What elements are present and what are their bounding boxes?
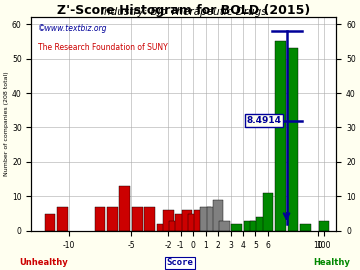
Bar xyxy=(188,214,198,231)
Bar xyxy=(213,200,224,231)
Bar xyxy=(244,221,255,231)
Bar xyxy=(250,221,261,231)
Bar xyxy=(219,221,230,231)
Text: Healthy: Healthy xyxy=(313,258,350,267)
Bar xyxy=(120,186,130,231)
Bar xyxy=(262,193,273,231)
Text: Industry: Bio Therapeutic Drugs: Industry: Bio Therapeutic Drugs xyxy=(101,7,267,17)
Bar xyxy=(163,210,174,231)
Bar xyxy=(207,207,217,231)
Bar xyxy=(57,207,68,231)
Bar xyxy=(231,224,242,231)
Bar xyxy=(157,224,167,231)
Bar xyxy=(132,207,143,231)
Bar xyxy=(319,221,329,231)
Bar xyxy=(256,217,267,231)
Bar xyxy=(144,207,155,231)
Text: 8.4914: 8.4914 xyxy=(247,116,282,125)
Text: Unhealthy: Unhealthy xyxy=(19,258,68,267)
Bar xyxy=(194,210,205,231)
Bar xyxy=(201,207,211,231)
Title: Z'-Score Histogram for BOLD (2015): Z'-Score Histogram for BOLD (2015) xyxy=(57,4,311,17)
Bar xyxy=(169,221,180,231)
Bar xyxy=(300,224,311,231)
Bar xyxy=(182,210,192,231)
Bar xyxy=(275,41,285,231)
Y-axis label: Number of companies (208 total): Number of companies (208 total) xyxy=(4,72,9,176)
Text: Score: Score xyxy=(167,258,193,267)
Bar xyxy=(288,48,298,231)
Bar xyxy=(107,207,118,231)
Text: The Research Foundation of SUNY: The Research Foundation of SUNY xyxy=(37,43,167,52)
Text: ©www.textbiz.org: ©www.textbiz.org xyxy=(37,23,107,33)
Bar xyxy=(95,207,105,231)
Bar xyxy=(175,214,186,231)
Bar xyxy=(45,214,55,231)
